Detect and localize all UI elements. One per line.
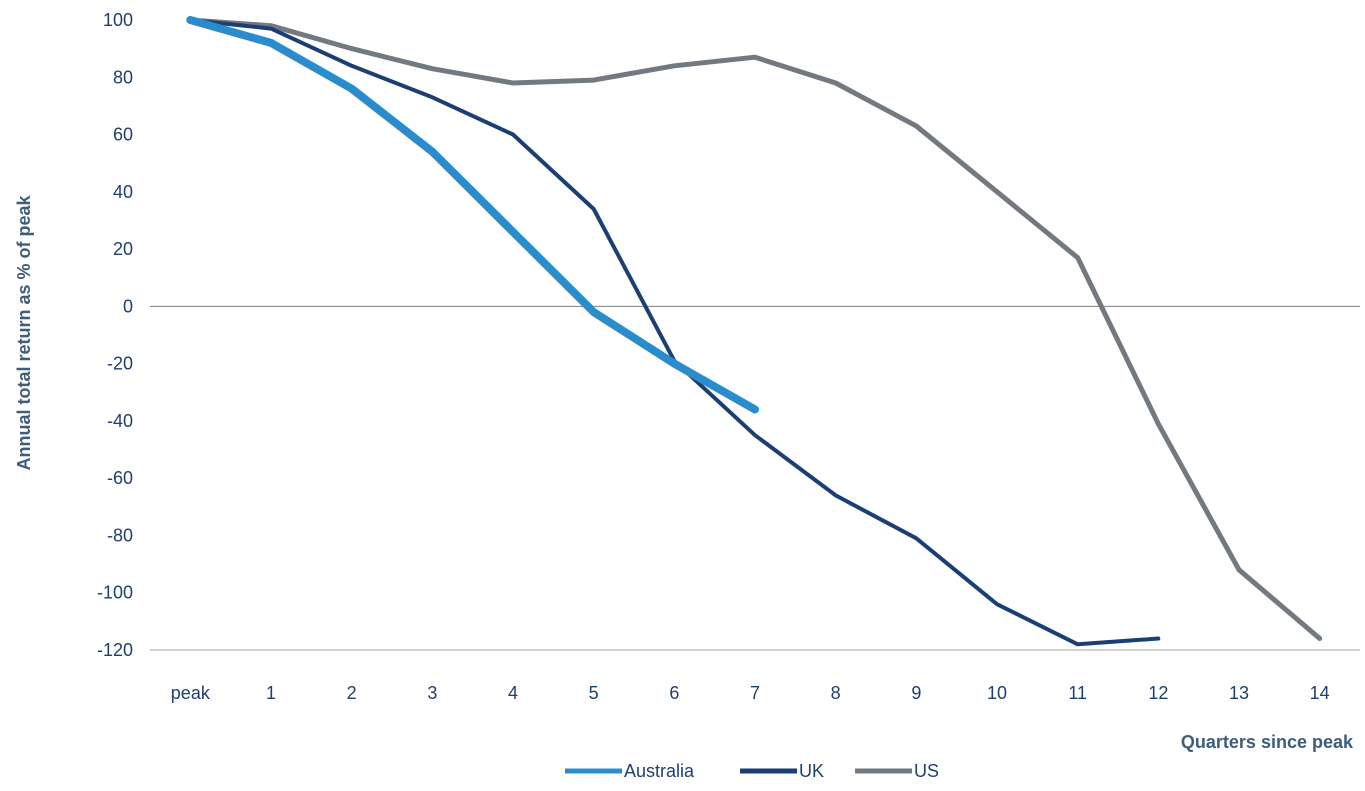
y-axis-tick-labels: 100 80 60 40 20 0 -20 -40 -60 -80 -100 -120 [97, 10, 133, 660]
x-tick-label: 12 [1148, 683, 1168, 703]
legend-label-uk: UK [799, 761, 824, 781]
series-lines [186, 16, 1323, 647]
series-line-uk [188, 18, 1161, 647]
x-tick-label: 3 [427, 683, 437, 703]
y-tick-label: 20 [113, 239, 133, 259]
x-tick-label: 6 [669, 683, 679, 703]
legend-label-australia: Australia [624, 761, 695, 781]
y-tick-label: -100 [97, 583, 133, 603]
y-axis-title: Annual total return as % of peak [14, 194, 34, 470]
x-tick-label: 10 [987, 683, 1007, 703]
series-line-us [187, 17, 1323, 641]
y-tick-label: -40 [107, 411, 133, 431]
x-tick-label: 13 [1229, 683, 1249, 703]
y-tick-label: 60 [113, 125, 133, 145]
x-tick-label: peak [171, 683, 211, 703]
x-tick-label: 8 [831, 683, 841, 703]
y-tick-label: -60 [107, 468, 133, 488]
x-tick-label: 5 [589, 683, 599, 703]
y-tick-label: 80 [113, 67, 133, 87]
x-tick-label: 7 [750, 683, 760, 703]
x-axis-tick-labels: peak 1 2 3 4 5 6 7 8 9 10 11 12 13 14 [171, 683, 1330, 703]
x-tick-label: 4 [508, 683, 518, 703]
series-line-australia [186, 16, 759, 414]
x-tick-label: 14 [1310, 683, 1330, 703]
x-tick-label: 11 [1068, 683, 1087, 703]
y-tick-label: -20 [107, 354, 133, 374]
y-tick-label: 40 [113, 182, 133, 202]
y-tick-label: 100 [103, 10, 133, 30]
x-tick-label: 1 [266, 683, 276, 703]
legend-label-us: US [914, 761, 939, 781]
y-tick-label: -120 [97, 640, 133, 660]
x-tick-label: 2 [347, 683, 357, 703]
y-tick-label: -80 [107, 525, 133, 545]
x-tick-label: 9 [911, 683, 921, 703]
legend: Australia UK US [565, 761, 939, 781]
y-tick-label: 0 [123, 296, 133, 316]
x-axis-title: Quarters since peak [1181, 732, 1354, 752]
